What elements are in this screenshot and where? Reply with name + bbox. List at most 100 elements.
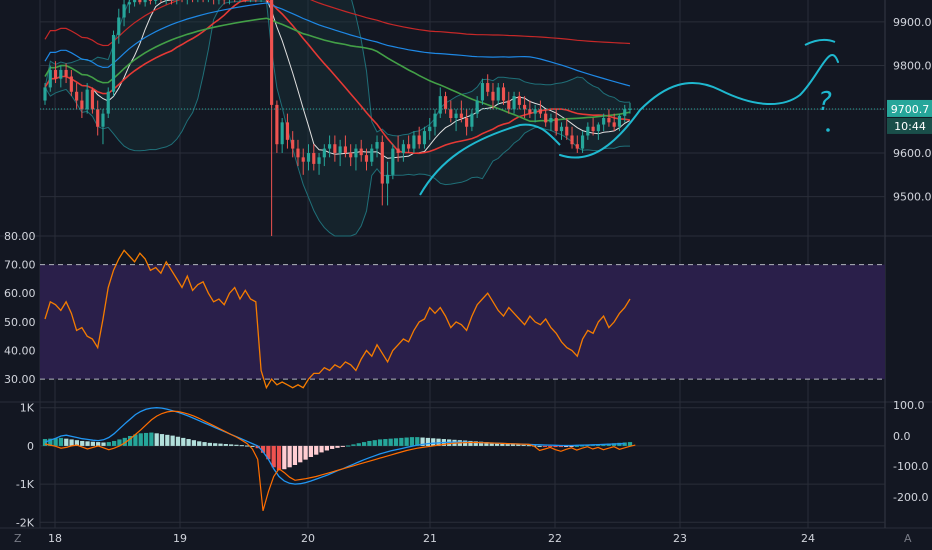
macd-panel[interactable] bbox=[42, 407, 636, 511]
macd-histogram-bar bbox=[564, 445, 569, 447]
macd-histogram-bar bbox=[112, 440, 117, 446]
macd-histogram-bar bbox=[48, 438, 53, 446]
macd-histogram-bar bbox=[489, 442, 494, 446]
macd-right-tick-label: -100.0 bbox=[893, 460, 928, 473]
macd-histogram-bar bbox=[170, 435, 175, 446]
candle-body bbox=[407, 144, 411, 149]
macd-histogram-bar bbox=[521, 444, 526, 446]
macd-histogram-bar bbox=[207, 442, 212, 446]
candle-body bbox=[528, 109, 532, 114]
candle-body bbox=[602, 118, 606, 125]
macd-histogram-bar bbox=[494, 442, 500, 446]
x-tick-label: 22 bbox=[548, 532, 562, 545]
macd-histogram-bar bbox=[361, 442, 367, 446]
candle-body bbox=[364, 155, 369, 162]
macd-histogram-bar bbox=[367, 440, 372, 446]
macd-left-tick-label: -2K bbox=[16, 516, 35, 529]
ma-red-line bbox=[44, 0, 631, 155]
macd-histogram-bar bbox=[526, 445, 532, 447]
x-tick-label: 18 bbox=[48, 532, 62, 545]
macd-histogram-bar bbox=[223, 444, 228, 446]
candle-body bbox=[607, 118, 611, 123]
candle-body bbox=[465, 118, 469, 127]
candle-body bbox=[391, 148, 395, 175]
candle-body bbox=[396, 148, 400, 153]
rsi-line bbox=[44, 249, 631, 390]
candle-body bbox=[270, 0, 274, 105]
candle-body bbox=[443, 96, 448, 110]
candle-body bbox=[90, 89, 95, 110]
bollinger-band-fill bbox=[45, 0, 630, 236]
candle-body bbox=[596, 124, 600, 132]
candle-body bbox=[496, 87, 500, 101]
macd-histogram-bar bbox=[292, 445, 298, 465]
macd-histogram-bar bbox=[197, 441, 202, 446]
candle-body bbox=[470, 113, 474, 127]
macd-histogram-bar bbox=[282, 445, 287, 470]
candle-body bbox=[491, 91, 495, 101]
macd-histogram-bar bbox=[58, 437, 64, 446]
candle-body bbox=[338, 146, 342, 153]
candle-body bbox=[354, 148, 358, 158]
rsi-panel[interactable] bbox=[40, 249, 885, 390]
macd-histogram-bar bbox=[96, 442, 101, 446]
candle-body bbox=[549, 118, 553, 123]
candle-body bbox=[59, 69, 63, 79]
candle-body bbox=[612, 122, 616, 127]
macd-histogram-bar bbox=[574, 445, 579, 447]
countdown-badge bbox=[887, 117, 932, 134]
macd-histogram-bar bbox=[537, 445, 542, 447]
candle-body bbox=[628, 108, 632, 110]
candle-body bbox=[538, 109, 542, 114]
macd-histogram-bar bbox=[175, 436, 181, 446]
macd-histogram-bar bbox=[271, 445, 276, 468]
macd-histogram-bar bbox=[159, 434, 165, 446]
candle-body bbox=[449, 109, 453, 118]
price-tick-label: 9500.0 bbox=[893, 191, 932, 204]
macd-histogram-bar bbox=[351, 444, 356, 446]
drawing-overlay: ? bbox=[419, 38, 839, 196]
price-panel[interactable] bbox=[40, 0, 885, 237]
macd-histogram-bar bbox=[324, 445, 329, 451]
candle-body bbox=[101, 113, 105, 127]
candle-body bbox=[349, 152, 353, 158]
macd-right-tick-label: 100.0 bbox=[893, 399, 925, 412]
candle-body bbox=[480, 83, 485, 101]
macd-histogram-bar bbox=[542, 445, 548, 447]
macd-histogram-bar bbox=[335, 445, 340, 448]
rsi-tick-label: 30.00 bbox=[4, 373, 36, 386]
candle-body bbox=[296, 148, 300, 158]
candle-body bbox=[438, 96, 442, 114]
macd-histogram-bar bbox=[298, 445, 303, 463]
candle-body bbox=[96, 109, 100, 127]
candle-body bbox=[333, 144, 337, 153]
macd-histogram-bar bbox=[90, 441, 95, 446]
rsi-tick-label: 70.00 bbox=[4, 259, 36, 272]
macd-histogram-bar bbox=[69, 439, 74, 446]
candle-body bbox=[454, 113, 458, 118]
candle-body bbox=[544, 113, 548, 123]
macd-histogram-bar bbox=[356, 443, 361, 446]
candle-body bbox=[570, 135, 574, 145]
candle-body bbox=[75, 91, 79, 101]
candle-body bbox=[586, 126, 590, 136]
macd-histogram-bar bbox=[127, 435, 133, 446]
macd-histogram-bar bbox=[468, 440, 473, 446]
corner-left-label[interactable]: Z bbox=[14, 532, 22, 545]
drawn-question-mark: ? bbox=[818, 87, 832, 117]
macd-histogram-bar bbox=[229, 444, 234, 446]
drawn-dot bbox=[826, 128, 830, 132]
rsi-band bbox=[40, 264, 885, 380]
candle-body bbox=[69, 76, 73, 92]
candle-body bbox=[280, 122, 284, 145]
macd-histogram-bar bbox=[346, 445, 351, 447]
macd-histogram-bar bbox=[276, 445, 282, 471]
corner-right-label[interactable]: A bbox=[904, 532, 912, 545]
macd-histogram-bar bbox=[388, 438, 393, 446]
last-price-badge bbox=[887, 99, 932, 117]
macd-histogram-bar bbox=[154, 433, 159, 446]
x-tick-label: 24 bbox=[801, 532, 815, 545]
x-tick-label: 23 bbox=[673, 532, 687, 545]
candle-body bbox=[43, 87, 47, 101]
